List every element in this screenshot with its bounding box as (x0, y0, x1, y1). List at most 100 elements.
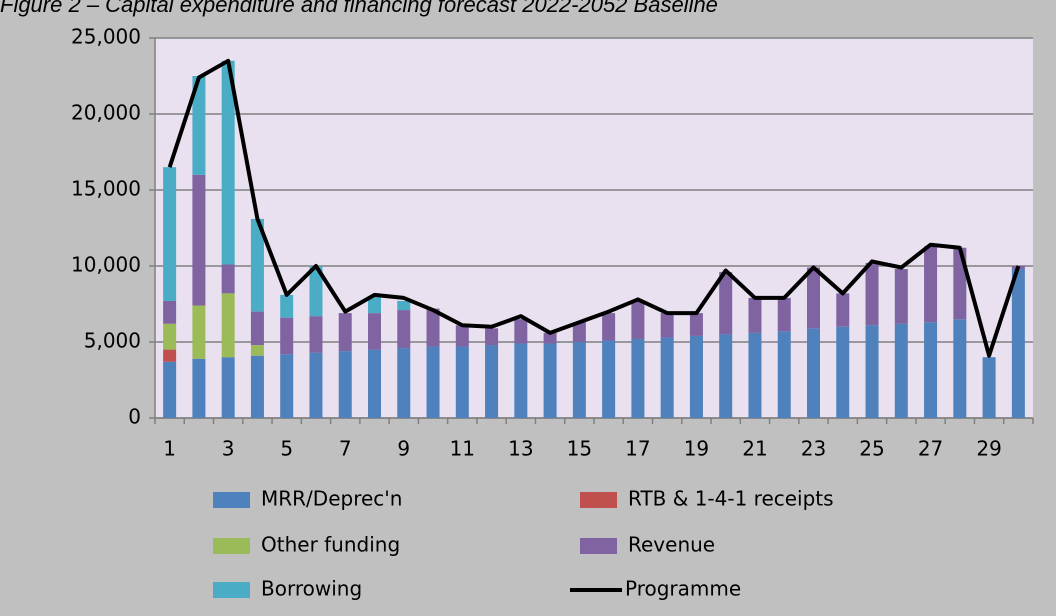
bar-segment (455, 346, 469, 418)
bar-segment (280, 354, 294, 418)
legend-swatch (213, 492, 250, 508)
bar-segment (163, 167, 177, 301)
bar-segment (250, 345, 264, 356)
x-tick-label: 13 (508, 437, 533, 461)
y-tick-label: 5,000 (84, 329, 141, 353)
bar-segment (748, 297, 762, 333)
legend-label: MRR/Deprec'n (261, 487, 402, 511)
bar-segment (689, 335, 703, 418)
bar-segment (660, 313, 674, 338)
bar-segment (748, 332, 762, 418)
legend-swatch (580, 492, 617, 508)
bar-segment (221, 264, 235, 294)
x-tick-label: 7 (339, 437, 352, 461)
y-tick-label: 0 (128, 405, 141, 429)
bar-segment (719, 272, 733, 335)
bar-segment (777, 297, 791, 332)
bar-segment (192, 174, 206, 306)
programme-line (167, 58, 1021, 358)
x-tick-label: 17 (625, 437, 650, 461)
y-tick-label: 15,000 (71, 177, 141, 201)
legend-swatch (580, 538, 617, 554)
bar-segment (426, 308, 440, 347)
bar-segment (368, 313, 381, 350)
bar-segment (368, 349, 381, 418)
x-tick-label: 9 (397, 437, 410, 461)
bar-segment (192, 358, 206, 418)
x-tick-label: 27 (918, 437, 943, 461)
x-tick-label: 1 (163, 437, 176, 461)
bar-segment (455, 325, 469, 347)
legend-label: RTB & 1-4-1 receipts (628, 487, 834, 511)
bar-segment (631, 338, 645, 418)
x-tick-label: 29 (976, 437, 1001, 461)
y-tick-label: 10,000 (71, 253, 141, 277)
legend-label: Programme (625, 577, 741, 601)
bar-segment (602, 340, 616, 418)
bar-segment (368, 296, 381, 314)
y-tick-label: 25,000 (71, 25, 141, 49)
bar-segment (543, 332, 557, 344)
bar-segment (426, 346, 440, 418)
chart-title: Figure 2 – Capital expenditure and finan… (0, 0, 718, 17)
bar-segment (865, 325, 879, 418)
x-tick-label: 23 (801, 437, 826, 461)
bar-segment (221, 357, 235, 418)
bar-segment (397, 310, 411, 349)
bar-segment (338, 313, 352, 352)
bar-segment (397, 348, 411, 418)
x-tick-label: 21 (742, 437, 767, 461)
bar-segment (250, 218, 264, 312)
bar-segment (514, 319, 528, 344)
bar-segment (309, 266, 323, 317)
bar-segment (163, 300, 177, 324)
bar-segment (777, 331, 791, 418)
bar-segment (572, 322, 586, 342)
bar-segment (250, 311, 264, 346)
bar-segment (631, 300, 645, 339)
bar-segment (543, 343, 557, 418)
bar-segment (309, 316, 323, 353)
bar-segment (192, 305, 206, 359)
bar-segment (514, 343, 528, 418)
x-tick-label: 5 (280, 437, 293, 461)
bar-segment (221, 293, 235, 358)
plot-area (155, 38, 1033, 418)
bar-segment (602, 313, 616, 341)
legend-swatch (213, 582, 250, 598)
x-tick-label: 15 (567, 437, 592, 461)
bar-segment (689, 313, 703, 336)
legend-label: Revenue (628, 533, 715, 557)
x-tick-label: 3 (222, 437, 235, 461)
bar-segment (924, 246, 938, 323)
legend-swatch (213, 538, 250, 554)
bar-segment (280, 317, 294, 355)
bar-segment (397, 300, 411, 311)
bar-segment (1011, 269, 1025, 418)
bar-segment (719, 334, 733, 418)
bar-segment (894, 323, 908, 418)
bar-segment (953, 319, 967, 418)
bar-segment (924, 322, 938, 418)
bar-segment (485, 328, 499, 346)
bar-segment (338, 351, 352, 418)
x-tick-label: 19 (684, 437, 709, 461)
bar-segment (836, 293, 850, 327)
bar-segment (280, 294, 294, 318)
bar-segment (163, 361, 177, 418)
bar-segment (807, 267, 820, 329)
bar-segment (163, 349, 177, 362)
bar-segment (572, 342, 586, 418)
bar-segment (192, 76, 206, 175)
y-tick-label: 20,000 (71, 101, 141, 125)
x-tick-label: 25 (859, 437, 884, 461)
bar-segment (865, 262, 879, 326)
bar-segment (894, 269, 908, 324)
bar-segment (807, 328, 820, 418)
bar-segment (309, 352, 323, 418)
bar-segment (982, 357, 996, 418)
x-tick-label: 11 (450, 437, 475, 461)
legend-label: Borrowing (261, 577, 362, 601)
bar-segment (485, 345, 499, 418)
